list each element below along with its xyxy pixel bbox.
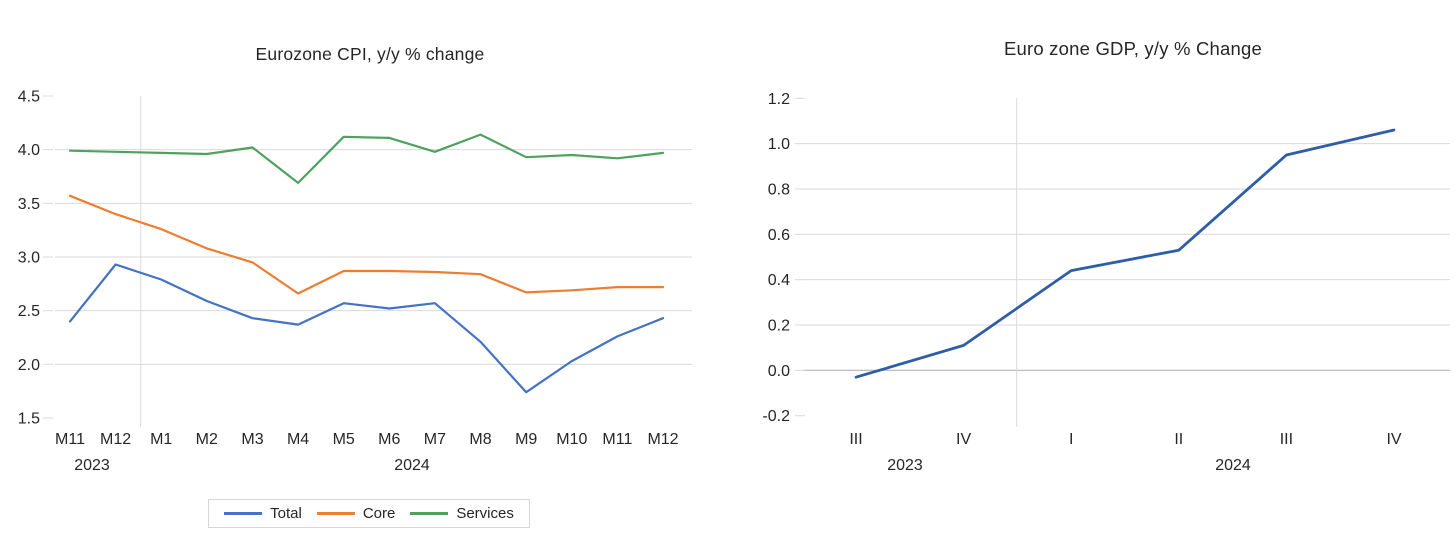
cpi-year-label: 2024 — [394, 457, 430, 474]
cpi-y-tick-label: 3.5 — [18, 196, 40, 213]
gdp-year-label: 2023 — [887, 457, 923, 474]
gdp-y-tick-label: 0.6 — [768, 227, 790, 244]
cpi-y-tick-label: 2.0 — [18, 357, 40, 374]
cpi-series-line-core — [68, 194, 665, 295]
gdp-x-tick-label: I — [1069, 431, 1073, 448]
cpi-y-tick-label: 4.5 — [18, 89, 40, 106]
legend-item-core: Core — [316, 505, 396, 522]
gdp-year-label: 2024 — [1215, 457, 1251, 474]
cpi-x-tick-label: M11 — [602, 431, 632, 448]
gdp-y-tick-label: 0.4 — [768, 272, 790, 289]
cpi-x-tick-label: M12 — [647, 431, 678, 448]
gdp-series-line-gdp — [854, 128, 1396, 379]
cpi-x-tick-label: M3 — [241, 431, 263, 448]
cpi-x-tick-label: M2 — [196, 431, 218, 448]
cpi-x-tick-label: M6 — [378, 431, 400, 448]
cpi-y-tick-label: 3.0 — [18, 250, 40, 267]
cpi-x-tick-label: M9 — [515, 431, 537, 448]
legend-label-core: Core — [362, 505, 396, 522]
gdp-chart-title: Euro zone GDP, y/y % Change — [1003, 38, 1263, 59]
cpi-legend: Total Core Services — [208, 499, 530, 528]
gdp-y-tick-label: 0.0 — [768, 363, 790, 380]
gdp-y-tick-label: 0.8 — [768, 181, 790, 198]
gdp-x-tick-label: III — [849, 431, 862, 448]
cpi-x-tick-label: M8 — [469, 431, 491, 448]
total-line-swatch — [224, 512, 263, 515]
gdp-y-tick-label: 1.0 — [768, 136, 790, 153]
legend-label-total: Total — [270, 505, 302, 522]
services-line-swatch — [410, 512, 449, 515]
cpi-x-tick-label: M7 — [424, 431, 446, 448]
cpi-x-tick-label: M5 — [333, 431, 355, 448]
cpi-y-tick-label: 2.5 — [18, 303, 40, 320]
gdp-y-tick-label: 1.2 — [768, 91, 790, 108]
gdp-x-tick-label: II — [1174, 431, 1183, 448]
cpi-x-tick-label: M10 — [556, 431, 587, 448]
legend-label-services: Services — [456, 505, 514, 522]
legend-item-services: Services — [410, 506, 514, 521]
cpi-year-label: 2023 — [74, 457, 110, 474]
gdp-x-tick-label: IV — [1386, 431, 1401, 448]
core-line-swatch — [316, 512, 355, 515]
cpi-series-line-total — [68, 263, 665, 394]
cpi-x-tick-label: M4 — [287, 431, 309, 448]
gdp-y-tick-label: 0.2 — [768, 318, 790, 335]
gdp-x-tick-label: IV — [956, 431, 971, 448]
cpi-x-tick-label: M1 — [150, 431, 172, 448]
legend-item-total: Total — [224, 506, 302, 521]
cpi-x-tick-label: M11 — [55, 431, 85, 448]
cpi-y-tick-label: 1.5 — [18, 411, 40, 428]
gdp-y-tick-label: -0.2 — [762, 408, 790, 425]
cpi-chart-title: Eurozone CPI, y/y % change — [255, 44, 485, 64]
cpi-series-line-services — [68, 133, 665, 184]
cpi-x-tick-label: M12 — [100, 431, 131, 448]
cpi-y-tick-label: 4.0 — [18, 142, 40, 159]
gdp-x-tick-label: III — [1280, 431, 1293, 448]
